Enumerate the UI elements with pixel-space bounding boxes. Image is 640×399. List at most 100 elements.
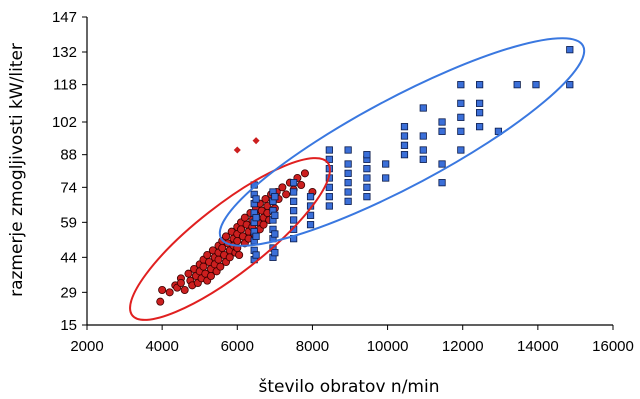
- data-point-square: [457, 127, 465, 135]
- data-point-square: [290, 225, 298, 233]
- data-point-circle: [156, 297, 165, 306]
- y-tick-label: 147: [52, 9, 77, 26]
- y-tick-label: 15: [60, 317, 77, 334]
- data-point-diamond: [233, 146, 241, 154]
- data-point-square: [566, 46, 574, 54]
- data-point-square: [252, 232, 260, 240]
- plot-area: [156, 46, 574, 306]
- data-point-square: [306, 211, 315, 219]
- data-point-square: [438, 160, 446, 168]
- data-point-square: [271, 249, 279, 257]
- x-tick-label: 10000: [367, 338, 409, 355]
- x-tick-label: 6000: [221, 338, 254, 355]
- data-point-square: [325, 202, 333, 210]
- data-point-square: [476, 81, 484, 89]
- data-point-circle: [300, 169, 309, 178]
- data-point-square: [363, 193, 371, 201]
- data-point-circle: [278, 183, 287, 192]
- data-point-square: [271, 211, 279, 219]
- data-point-square: [290, 179, 298, 187]
- data-point-square: [400, 151, 409, 159]
- blue-cluster-ellipse: [218, 37, 586, 247]
- cluster-ellipses: [129, 37, 586, 321]
- x-tick-label: 2000: [70, 338, 103, 355]
- data-point-circle: [165, 288, 174, 297]
- data-point-circle: [235, 250, 244, 259]
- data-point-square: [400, 141, 409, 149]
- data-point-circle: [282, 190, 291, 199]
- data-point-circle: [259, 220, 268, 229]
- y-tick-label: 118: [53, 77, 77, 94]
- data-point-square: [532, 81, 540, 89]
- data-point-circle: [216, 262, 225, 271]
- data-point-square: [290, 207, 298, 215]
- data-point-circle: [180, 285, 189, 294]
- axes: [82, 16, 614, 330]
- data-point-square: [290, 188, 298, 196]
- data-point-square: [419, 155, 427, 163]
- data-point-square: [344, 179, 352, 187]
- x-tick-label: 14000: [517, 338, 559, 355]
- data-point-square: [382, 174, 390, 182]
- data-point-square: [306, 193, 315, 201]
- x-axis-label: število obratov n/min: [259, 377, 440, 397]
- data-point-square: [290, 216, 298, 224]
- x-tick-label: 8000: [296, 338, 329, 355]
- red-cluster-ellipse: [129, 157, 331, 321]
- data-point-square: [438, 179, 446, 187]
- data-point-square: [566, 81, 574, 89]
- data-point-square: [344, 169, 352, 177]
- data-point-diamond: [252, 137, 260, 145]
- data-point-square: [325, 193, 333, 201]
- data-point-circle: [206, 271, 215, 280]
- data-point-square: [271, 193, 279, 201]
- data-point-circle: [176, 278, 185, 287]
- y-tick-label: 102: [52, 114, 77, 131]
- data-point-square: [400, 132, 409, 140]
- data-point-square: [476, 99, 484, 107]
- x-tick-label: 12000: [442, 338, 484, 355]
- data-point-square: [363, 174, 371, 182]
- data-point-square: [419, 146, 427, 154]
- data-point-square: [344, 188, 352, 196]
- data-point-square: [344, 197, 352, 205]
- data-point-square: [494, 127, 503, 135]
- data-point-square: [344, 146, 352, 154]
- data-point-circle: [297, 180, 306, 189]
- data-point-square: [344, 160, 352, 168]
- y-tick-label: 59: [60, 214, 77, 231]
- data-point-square: [400, 123, 409, 131]
- data-point-square: [325, 155, 333, 163]
- data-point-square: [457, 146, 465, 154]
- data-point-square: [363, 151, 371, 159]
- data-point-square: [252, 195, 260, 203]
- y-tick-label: 29: [60, 284, 77, 301]
- data-point-square: [438, 118, 446, 126]
- y-axis-label: razmerje zmogljivosti kW/liter: [7, 43, 27, 297]
- data-point-square: [438, 127, 446, 135]
- data-point-square: [457, 113, 465, 121]
- y-tick-label: 44: [60, 249, 77, 266]
- data-point-square: [290, 197, 298, 205]
- data-point-circle: [158, 285, 167, 294]
- data-point-square: [513, 81, 521, 89]
- x-tick-label: 4000: [145, 338, 178, 355]
- data-point-square: [476, 109, 484, 117]
- x-tick-label: 16000: [592, 338, 634, 355]
- y-tick-labels: 15 29 44 59 74 88 102 118 132 147: [52, 9, 77, 334]
- data-point-square: [419, 132, 427, 140]
- data-point-square: [382, 160, 390, 168]
- data-point-circle: [225, 253, 234, 262]
- data-point-square: [325, 183, 333, 191]
- data-point-square: [363, 165, 371, 173]
- data-point-square: [476, 123, 484, 131]
- data-point-square: [271, 230, 279, 238]
- y-tick-label: 88: [60, 147, 77, 164]
- data-point-square: [306, 221, 315, 229]
- y-tick-label: 132: [52, 44, 77, 61]
- data-point-square: [252, 214, 260, 222]
- x-tick-labels: 2000 4000 6000 8000 10000 12000 14000 16000: [70, 338, 634, 355]
- y-tick-label: 74: [60, 179, 77, 196]
- data-point-square: [457, 99, 465, 107]
